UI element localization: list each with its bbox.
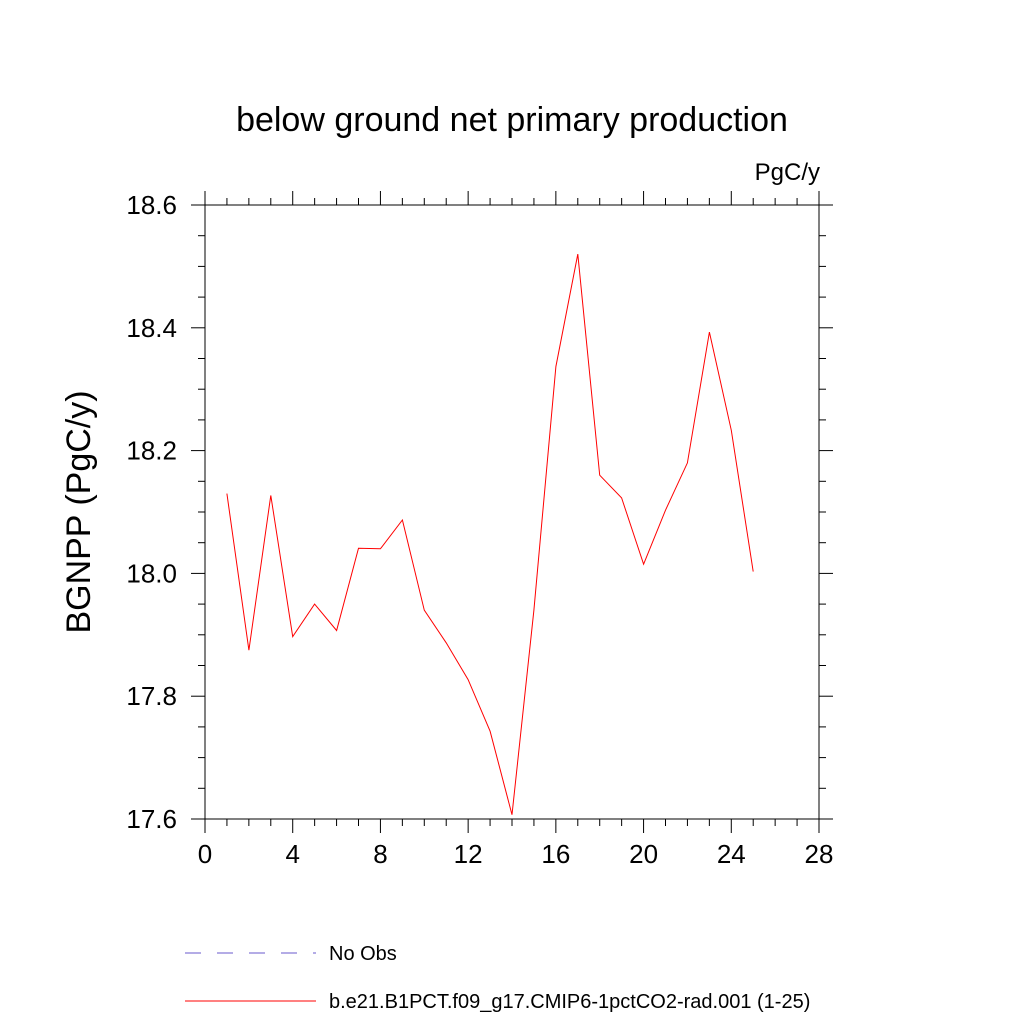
y-tick-label: 18.0 — [126, 558, 177, 588]
x-tick-label: 16 — [541, 839, 570, 869]
x-tick-label: 4 — [285, 839, 299, 869]
y-tick-label: 17.6 — [126, 804, 177, 834]
y-tick-label: 18.2 — [126, 436, 177, 466]
series-layer — [226, 254, 754, 815]
x-tick-label: 12 — [454, 839, 483, 869]
units-label: PgC/y — [755, 159, 820, 186]
x-tick-label: 24 — [717, 839, 746, 869]
x-tick-label: 28 — [805, 839, 834, 869]
y-tick-label: 18.6 — [126, 190, 177, 220]
chart-title: below ground net primary production — [236, 101, 788, 139]
legend-label: b.e21.B1PCT.f09_g17.CMIP6-1pctCO2-rad.00… — [329, 991, 810, 1013]
series-line — [226, 254, 754, 815]
legend-label: No Obs — [329, 943, 397, 965]
x-tick-label: 20 — [629, 839, 658, 869]
axis-ticks — [191, 191, 833, 833]
y-axis-label: BGNPP (PgC/y) — [60, 390, 98, 633]
x-tick-label: 0 — [198, 839, 212, 869]
y-tick-label: 17.8 — [126, 681, 177, 711]
legend: No Obs b.e21.B1PCT.f09_g17.CMIP6-1pctCO2-… — [185, 943, 810, 1013]
plot-frame — [204, 204, 820, 820]
y-tick-label: 18.4 — [126, 313, 177, 343]
x-tick-label: 8 — [373, 839, 387, 869]
tick-labels: 0 4 8 12 16 20 24 28 17.6 17.8 18.0 18.2 18.4 18.6 — [126, 190, 833, 869]
